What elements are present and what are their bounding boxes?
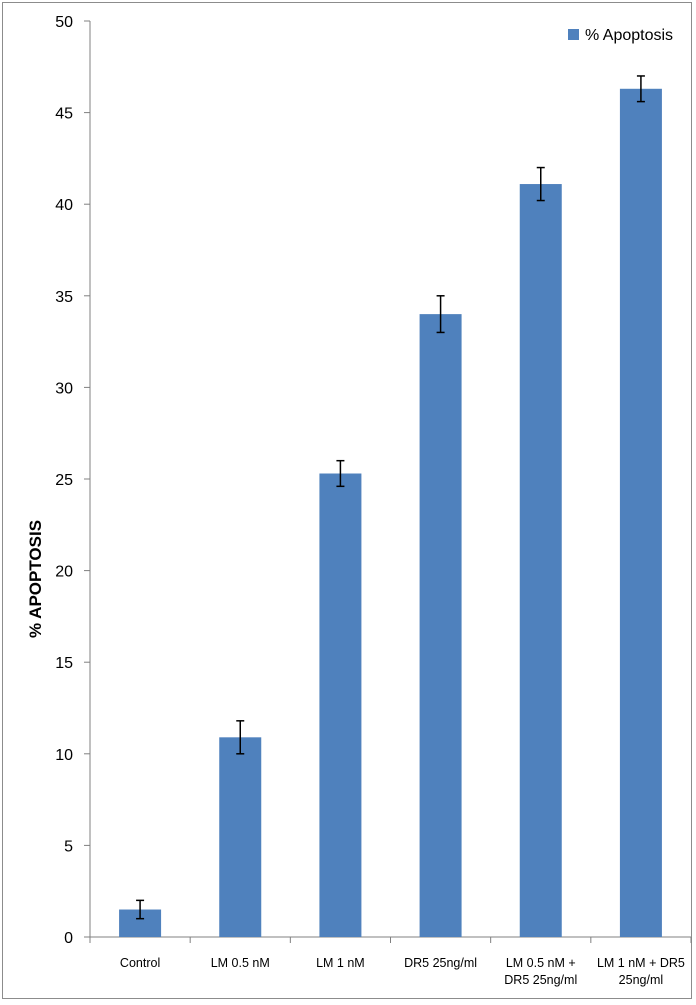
legend-label: % Apoptosis — [585, 27, 673, 44]
bar — [519, 184, 562, 938]
x-tick-label: LM 0.5 nM — [211, 956, 270, 970]
y-tick-label: 20 — [55, 564, 73, 581]
bar — [419, 314, 462, 937]
y-tick-label: 15 — [55, 655, 73, 672]
y-tick-label: 40 — [55, 197, 73, 214]
bar-chart: 0 5 10 15 20 25 30 35 40 45 50 Control LM 0.5 nM LM 1… — [26, 14, 692, 987]
y-tick-label: 5 — [64, 838, 73, 855]
legend-swatch — [568, 29, 579, 40]
legend: % Apoptosis — [568, 27, 673, 44]
x-tick-label: LM 0.5 nM + DR5 25ng/ml — [504, 956, 577, 987]
axis-labels: 0 5 10 15 20 25 30 35 40 45 50 Control LM 0.5 nM LM 1… — [26, 14, 685, 987]
y-tick-label: 10 — [55, 747, 73, 764]
y-tick-label: 50 — [55, 14, 73, 31]
y-tick-label: 0 — [64, 930, 73, 947]
y-tick-label: 45 — [55, 106, 73, 123]
x-tick-label: LM 1 nM + DR5 25ng/ml — [597, 956, 685, 987]
axes — [84, 20, 692, 943]
bars — [119, 88, 662, 938]
bar — [219, 737, 262, 937]
error-bars — [136, 75, 645, 920]
x-tick-label: DR5 25ng/ml — [404, 956, 477, 970]
y-tick-label: 35 — [55, 289, 73, 306]
y-tick-label: 25 — [55, 472, 73, 489]
y-axis-title: % APOPTOSIS — [26, 520, 45, 638]
x-tick-label: LM 1 nM — [316, 956, 365, 970]
bar — [619, 88, 662, 937]
x-tick-label: Control — [120, 956, 160, 970]
bar — [319, 473, 362, 937]
y-tick-label: 30 — [55, 380, 73, 397]
